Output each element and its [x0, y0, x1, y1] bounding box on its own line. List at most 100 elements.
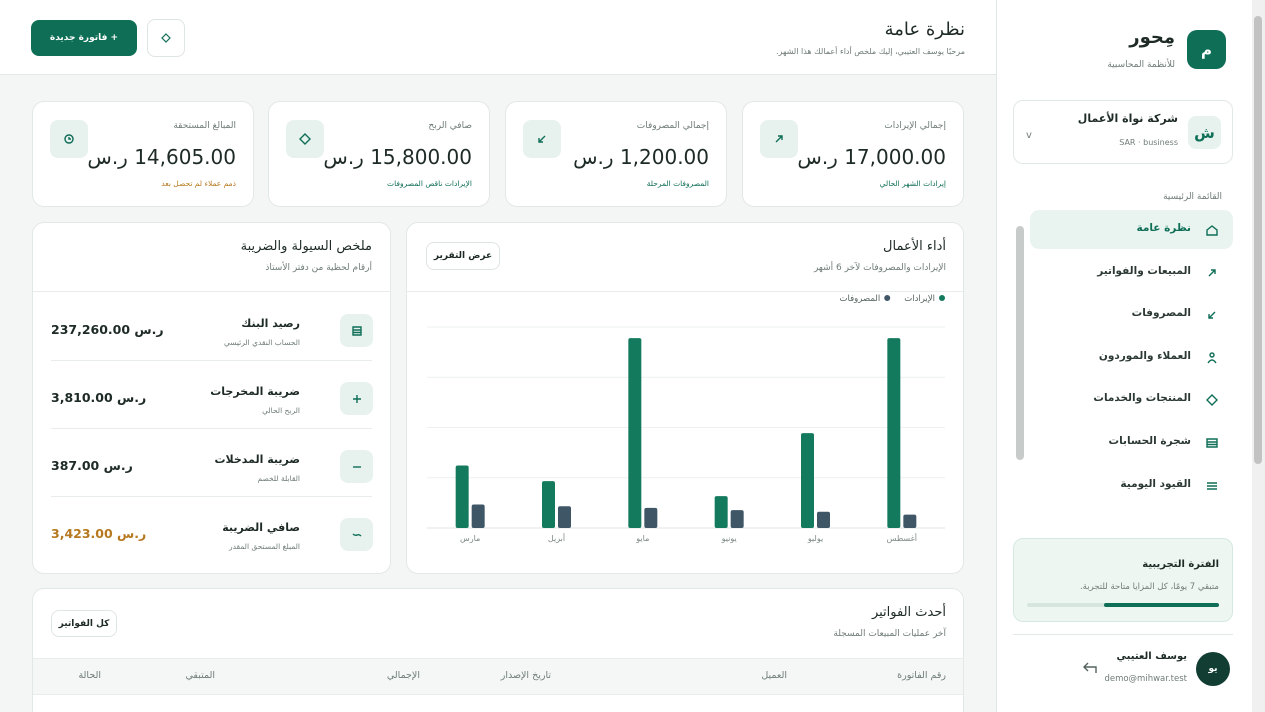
bar [801, 433, 814, 528]
kpi-value: 17,000.00 ر.س [797, 145, 946, 169]
nav-item[interactable]: المنتجات والخدمات [1030, 380, 1233, 419]
nav-item[interactable]: العملاء والموردون [1030, 338, 1233, 377]
invoices-title: أحدث الفواتير [871, 605, 946, 620]
column-header: الحالة [78, 670, 101, 681]
report-button[interactable]: عرض التقرير [426, 242, 500, 270]
bar [471, 504, 485, 528]
company-avatar: ش [1188, 116, 1221, 149]
chart: مارس أبريل مايو يونيو يوليو أغسطس الإيرادات الم… [427, 294, 945, 543]
icon [1208, 311, 1216, 319]
x-tick-label: يونيو [721, 534, 737, 543]
bar [903, 514, 917, 528]
cash-value: ر.س 3,810.00 [51, 390, 147, 405]
trial-progress [1104, 603, 1219, 607]
nav-label: نظرة عامة [1136, 222, 1191, 234]
cash-value: ر.س 237,260.00 [51, 322, 164, 337]
new-invoice-button[interactable]: + فاتورة جديدة [31, 20, 137, 56]
company-chevron[interactable]: v [1026, 130, 1032, 141]
chart-title: أداء الأعمال [883, 239, 946, 254]
nav-item[interactable]: المبيعات والفواتير [1030, 253, 1233, 292]
x-tick-label: أبريل [548, 533, 565, 543]
legend-swatch [939, 295, 945, 301]
kpi-icon [286, 120, 324, 158]
column-header: تاريخ الإصدار [500, 670, 551, 681]
kpi-note: إيرادات الشهر الحالي [879, 179, 946, 188]
kpi-label: المبالغ المستحقة [173, 121, 236, 131]
x-tick-label: أغسطس [887, 533, 917, 543]
icon [1206, 438, 1218, 448]
logout-icon[interactable] [1082, 661, 1098, 675]
all-invoices-button[interactable]: كل الفواتير [51, 610, 117, 637]
page-scrollbar [1252, 0, 1265, 712]
cash-subtitle: أرقام لحظية من دفتر الأستاذ [265, 263, 372, 273]
kpi-value: 1,200.00 ر.س [573, 145, 709, 169]
nav-label: المبيعات والفواتير [1097, 264, 1191, 277]
column-header: المتبقي [185, 670, 215, 681]
sidebar-scrollbar[interactable] [1016, 226, 1024, 460]
cash-label: صافي الضريبة [222, 521, 300, 534]
trial-box [1013, 538, 1233, 622]
kpi-label: إجمالي المصروفات [636, 121, 709, 131]
cash-value: ر.س 3,423.00 [51, 526, 147, 541]
nav-item[interactable]: المصروفات [1030, 295, 1233, 334]
tagline: للأنظمة المحاسبية [1107, 60, 1175, 70]
column-header: رقم الفاتورة [897, 670, 946, 681]
trial-progress-track [1027, 603, 1219, 607]
cash-label: ضريبة المدخلات [214, 453, 300, 466]
user-email: demo@mihwar.test [1104, 674, 1187, 684]
icon [299, 133, 311, 145]
nav-label: العملاء والموردون [1098, 349, 1191, 362]
section-label: القائمة الرئيسية [1163, 192, 1222, 202]
kpi-label: إجمالي الإيرادات [884, 121, 946, 131]
cash-icon [340, 450, 373, 483]
company-box[interactable] [1013, 100, 1233, 164]
kpi-value: 15,800.00 ر.س [323, 145, 472, 169]
company-name: شركة نواة الأعمال [1077, 112, 1178, 125]
x-tick-label: مارس [460, 534, 480, 543]
icon [351, 325, 362, 336]
divider [1013, 634, 1233, 635]
legend-label: المصروفات [840, 294, 881, 304]
cash-icon [340, 518, 373, 551]
cash-note: المبلغ المستحق المقدر [228, 542, 300, 551]
icon [538, 135, 546, 143]
divider [33, 291, 390, 292]
icon [161, 33, 171, 43]
row-divider [51, 496, 372, 497]
nav-item[interactable]: نظرة عامة [1030, 210, 1233, 249]
legend-swatch [884, 295, 891, 301]
bar [558, 506, 571, 528]
bar [542, 481, 555, 528]
icon [1206, 394, 1218, 407]
kpi-card: المبالغ المستحقة 14,605.00 ر.س ذمم عملاء ل… [32, 101, 254, 207]
brand: مِحور [1129, 27, 1175, 48]
nav-item[interactable]: القيود اليومية [1030, 466, 1233, 505]
chart-subtitle: الإيرادات والمصروفات لآخر 6 أشهر [813, 263, 946, 273]
cash-label: رصيد البنك [241, 317, 300, 330]
nav-label: المنتجات والخدمات [1093, 392, 1191, 405]
nav-label: المصروفات [1131, 307, 1191, 320]
icon-button[interactable] [147, 19, 185, 57]
icon [352, 532, 361, 537]
kpi-label: صافي الربح [428, 121, 472, 131]
divider [407, 291, 963, 292]
cash-icon [340, 314, 373, 347]
cash-value: ر.س 387.00 [51, 458, 133, 473]
kpi-card: صافي الربح 15,800.00 ر.س الإيرادات ناقص ال… [268, 101, 490, 207]
row-divider [51, 428, 372, 429]
bar [628, 338, 642, 528]
cash-note: الربح الحالي [262, 406, 300, 415]
kpi-note: ذمم عملاء لم تحصل بعد [161, 179, 236, 188]
scroll-thumb[interactable] [1254, 16, 1262, 464]
bar [455, 465, 469, 528]
cash-title: ملخص السيولة والضريبة [240, 239, 372, 254]
invoices-card: أحدث الفواتير آخر عمليات المبيعات المسجل… [32, 588, 964, 712]
kpi-card: إجمالي الإيرادات 17,000.00 ر.س إيرادات الش… [742, 101, 964, 207]
x-tick-label: مايو [635, 534, 649, 543]
icon [1207, 481, 1217, 490]
legend-label: الإيرادات [904, 294, 935, 304]
kpi-icon [760, 120, 798, 158]
nav-item[interactable]: شجرة الحسابات [1030, 423, 1233, 462]
kpi-note: الإيرادات ناقص المصروفات [387, 179, 472, 188]
